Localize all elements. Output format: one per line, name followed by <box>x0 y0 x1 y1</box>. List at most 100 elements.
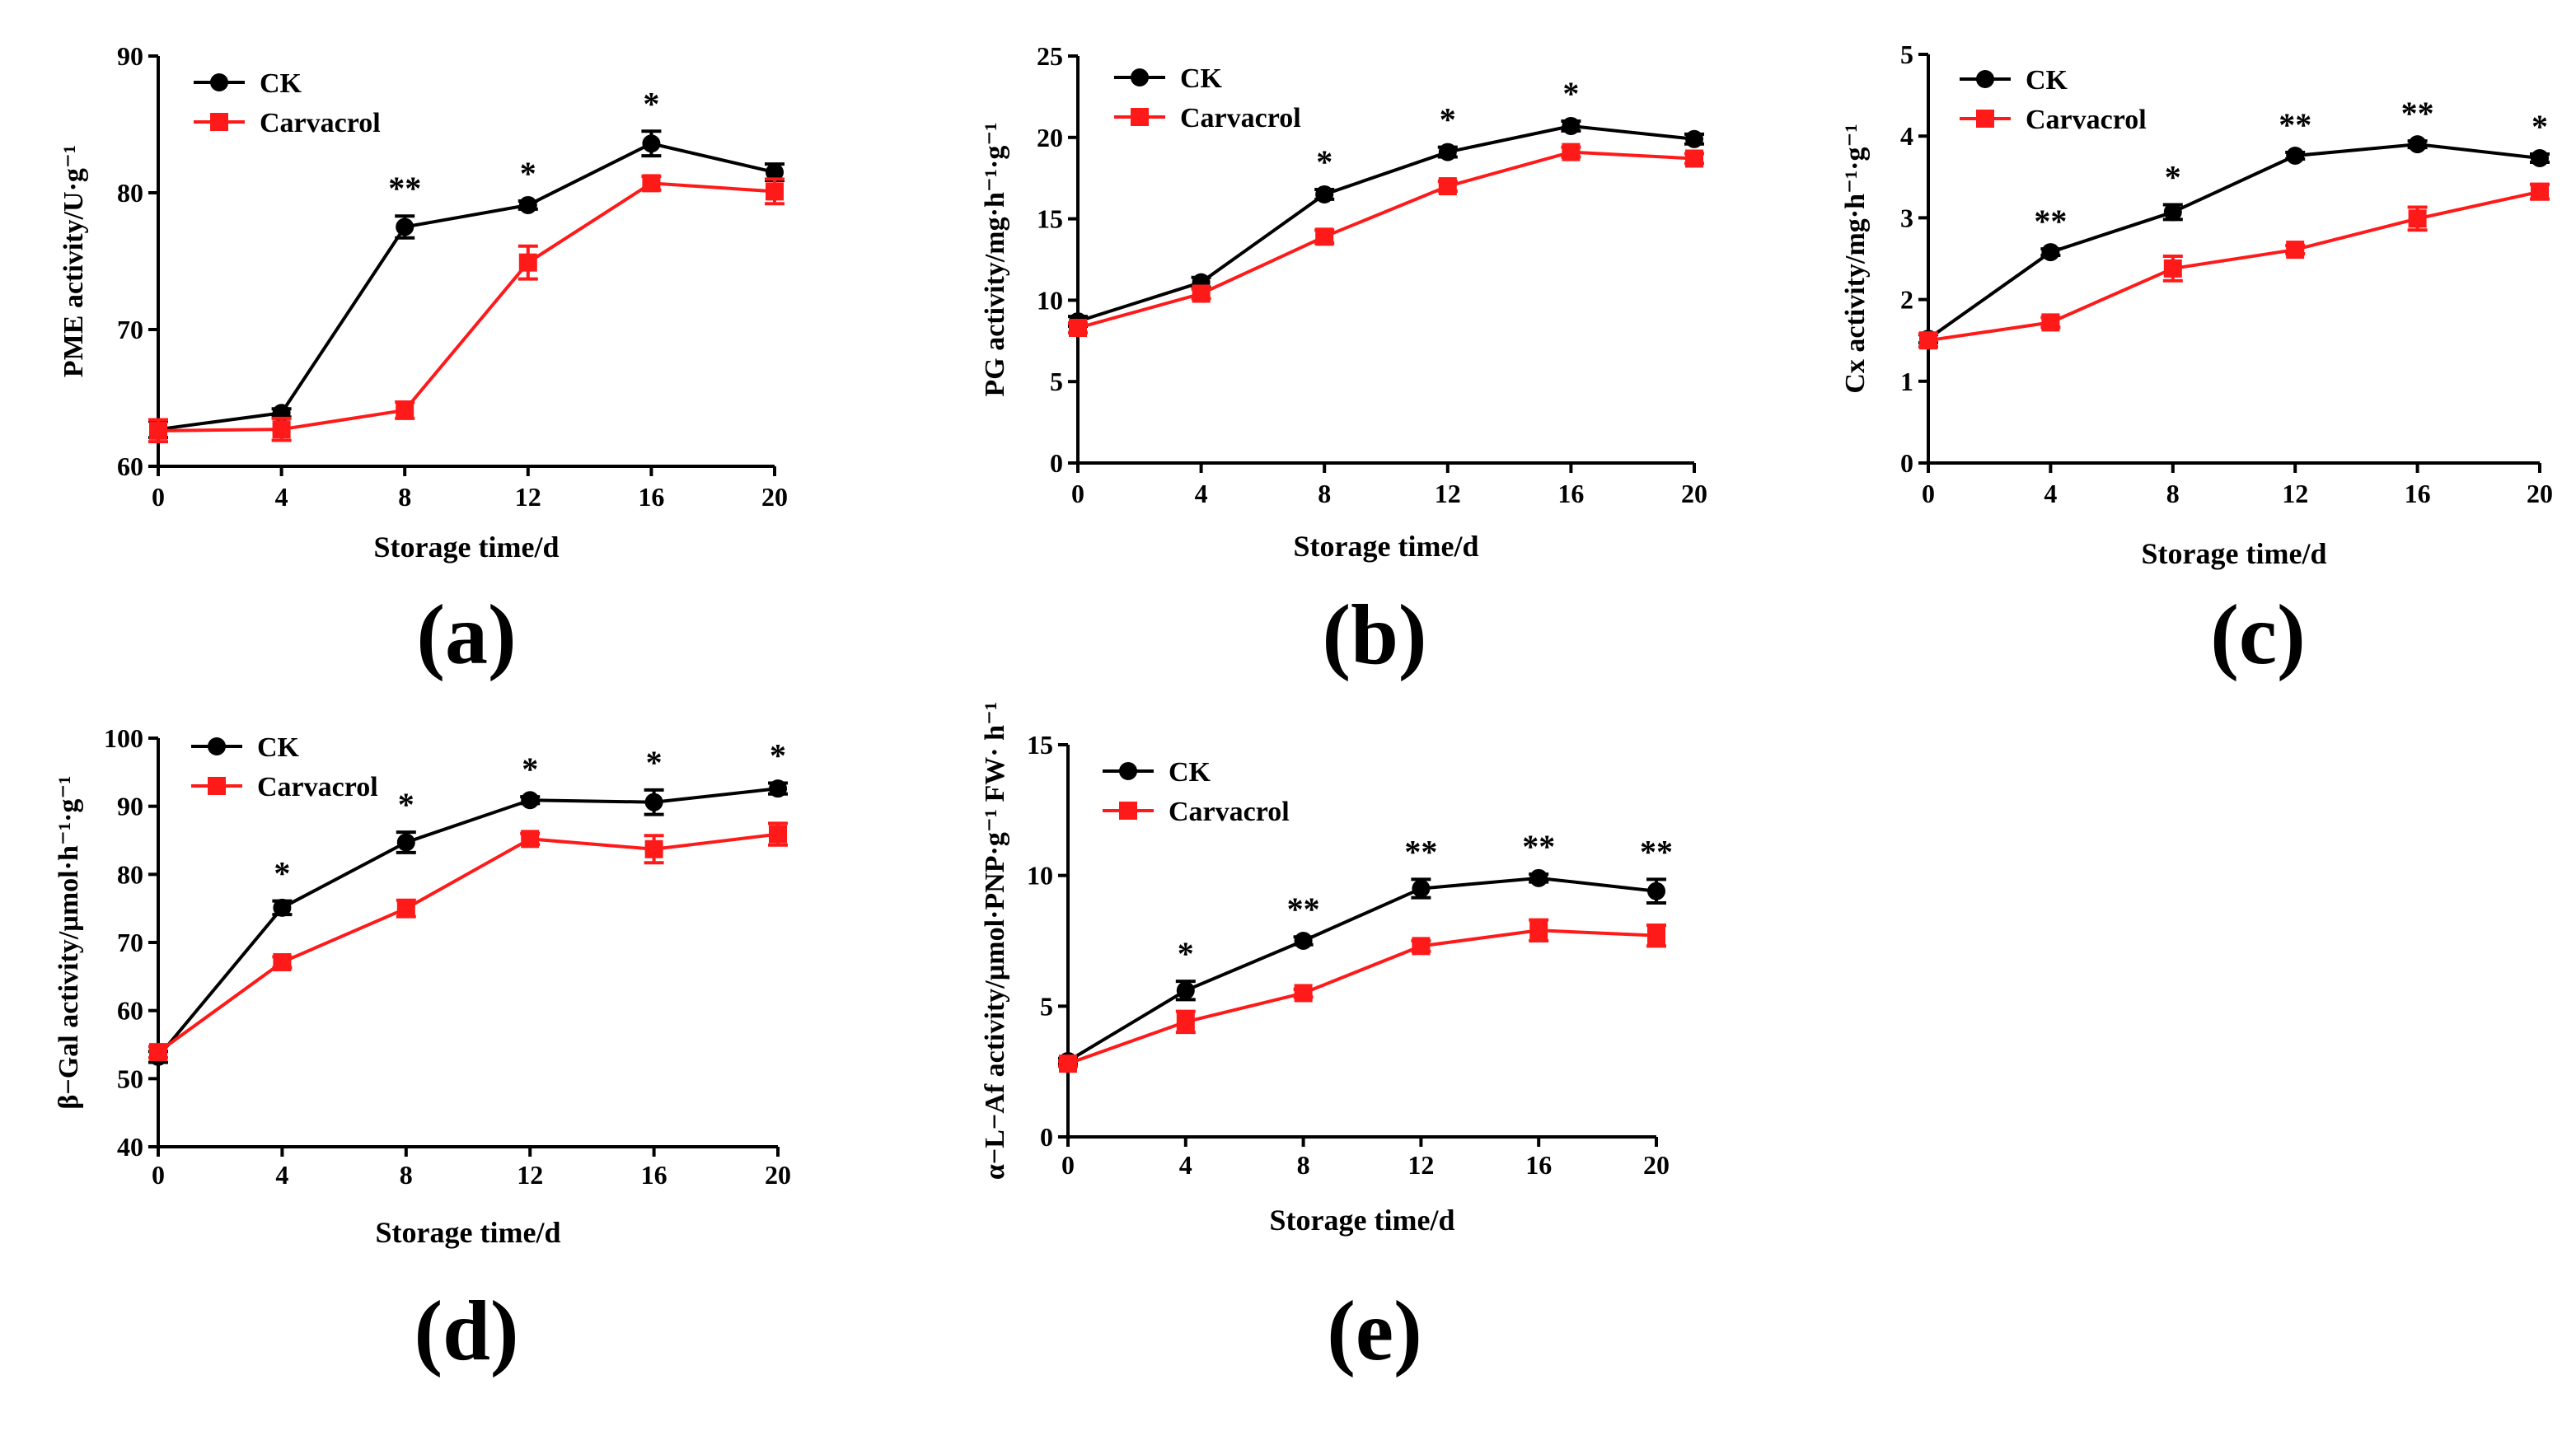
x-tick-label: 16 <box>638 482 664 512</box>
significance-mark: * <box>2165 159 2181 196</box>
y-tick-label: 90 <box>117 792 143 821</box>
series-carvacrol <box>148 821 788 1062</box>
y-tick-label: 90 <box>117 41 143 71</box>
significance-mark: ** <box>1522 828 1555 865</box>
x-tick-label: 20 <box>765 1160 791 1190</box>
legend: CK Carvacrol <box>191 732 378 802</box>
data-point <box>642 174 661 193</box>
chart-panel-a: 0 4 8 12 16 20 60 70 80 90 Storage time/d PME activ… <box>59 41 788 682</box>
x-axis-label: Storage time/d <box>376 1216 561 1249</box>
legend-label: Carvacrol <box>257 772 378 802</box>
data-point <box>2531 182 2549 201</box>
x-tick-label: 20 <box>1681 479 1707 508</box>
data-point <box>2408 135 2427 154</box>
series-line <box>157 832 779 1054</box>
y-tick-label: 0 <box>1900 448 1913 478</box>
y-axis-label: PME activity/U·g⁻¹ <box>59 145 89 377</box>
data-point <box>1192 284 1211 303</box>
x-tick-label: 20 <box>1643 1150 1670 1180</box>
data-point <box>644 793 663 811</box>
legend-label: Carvacrol <box>1180 103 1301 133</box>
series-ck <box>148 129 785 440</box>
significance-mark: * <box>522 751 538 788</box>
data-point <box>272 420 291 439</box>
legend-label: CK <box>257 732 300 763</box>
legend-label: Carvacrol <box>1169 797 1290 827</box>
significance-mark: ** <box>1287 891 1320 928</box>
series-line <box>157 181 775 433</box>
series-line <box>1067 928 1657 1066</box>
y-tick-label: 80 <box>117 178 143 208</box>
legend-marker-ck <box>1119 762 1137 780</box>
data-point <box>1647 926 1665 945</box>
data-point <box>273 952 292 971</box>
data-point <box>149 1043 167 1062</box>
significance-mark: * <box>1316 143 1332 180</box>
significance-mark: ** <box>1404 833 1437 870</box>
series-line <box>1077 150 1695 330</box>
data-point <box>518 195 537 214</box>
data-point <box>396 217 415 236</box>
legend-marker-carvacrol <box>1976 110 1994 128</box>
x-tick-label: 20 <box>2527 479 2553 508</box>
data-point <box>769 825 787 844</box>
series-ck <box>1068 116 1704 331</box>
data-point <box>521 830 540 849</box>
significance-mark: ** <box>388 170 421 207</box>
data-point <box>1176 981 1195 1000</box>
significance-mark: * <box>1562 75 1579 112</box>
x-tick-label: 12 <box>515 482 541 512</box>
data-point <box>642 134 661 153</box>
legend-marker-carvacrol <box>1131 108 1149 126</box>
y-tick-label: 25 <box>1037 41 1063 71</box>
x-tick-label: 8 <box>1297 1150 1310 1180</box>
data-point <box>644 839 663 858</box>
y-tick-label: 0 <box>1050 448 1063 478</box>
series-line <box>1066 876 1657 1063</box>
y-tick-label: 60 <box>117 451 143 481</box>
data-point <box>1562 143 1581 161</box>
data-point <box>1529 921 1548 940</box>
y-tick-label: 20 <box>1037 123 1063 152</box>
data-point <box>1315 227 1334 246</box>
data-point <box>396 400 415 419</box>
y-tick-label: 0 <box>1040 1122 1053 1152</box>
data-point <box>2041 313 2060 332</box>
series-ck <box>148 779 788 1066</box>
significance-mark: * <box>770 737 786 774</box>
x-tick-label: 0 <box>152 1160 165 1190</box>
significance-mark: * <box>2532 108 2548 145</box>
x-tick-label: 4 <box>2044 479 2057 508</box>
significance-mark: * <box>646 744 663 781</box>
y-tick-label: 10 <box>1027 861 1053 891</box>
y-tick-label: 5 <box>1900 40 1913 69</box>
data-point <box>766 163 784 182</box>
x-tick-label: 4 <box>275 1160 288 1190</box>
data-point <box>1438 143 1457 161</box>
series-carvacrol <box>1918 182 2550 350</box>
y-tick-label: 10 <box>1037 285 1063 315</box>
data-point <box>1919 331 1937 350</box>
y-tick-label: 3 <box>1900 203 1913 232</box>
significance-mark: ** <box>2034 203 2067 240</box>
chart-panel-d: 0 4 8 12 16 20 40 50 60 70 80 90 100 Storage time/d β−… <box>54 723 791 1378</box>
legend-marker-ck <box>1976 70 1994 88</box>
data-point <box>1562 116 1581 135</box>
significance-mark: * <box>1440 101 1456 138</box>
data-point <box>396 899 415 918</box>
x-tick-label: 12 <box>2282 479 2308 508</box>
chart-panel-e: 0 4 8 12 16 20 0 5 10 15 Storage time/d α−L−Af acti… <box>980 702 1673 1378</box>
series-line <box>1077 124 1695 323</box>
x-tick-label: 0 <box>152 482 165 512</box>
legend-marker-ck <box>208 737 226 755</box>
y-tick-label: 15 <box>1037 204 1063 234</box>
data-point <box>1315 185 1334 203</box>
y-tick-label: 70 <box>117 928 143 957</box>
data-point <box>1685 149 1703 168</box>
x-tick-label: 4 <box>275 482 288 512</box>
legend-marker-carvacrol <box>210 113 228 131</box>
significance-mark: * <box>643 85 659 122</box>
y-tick-label: 40 <box>117 1132 143 1162</box>
